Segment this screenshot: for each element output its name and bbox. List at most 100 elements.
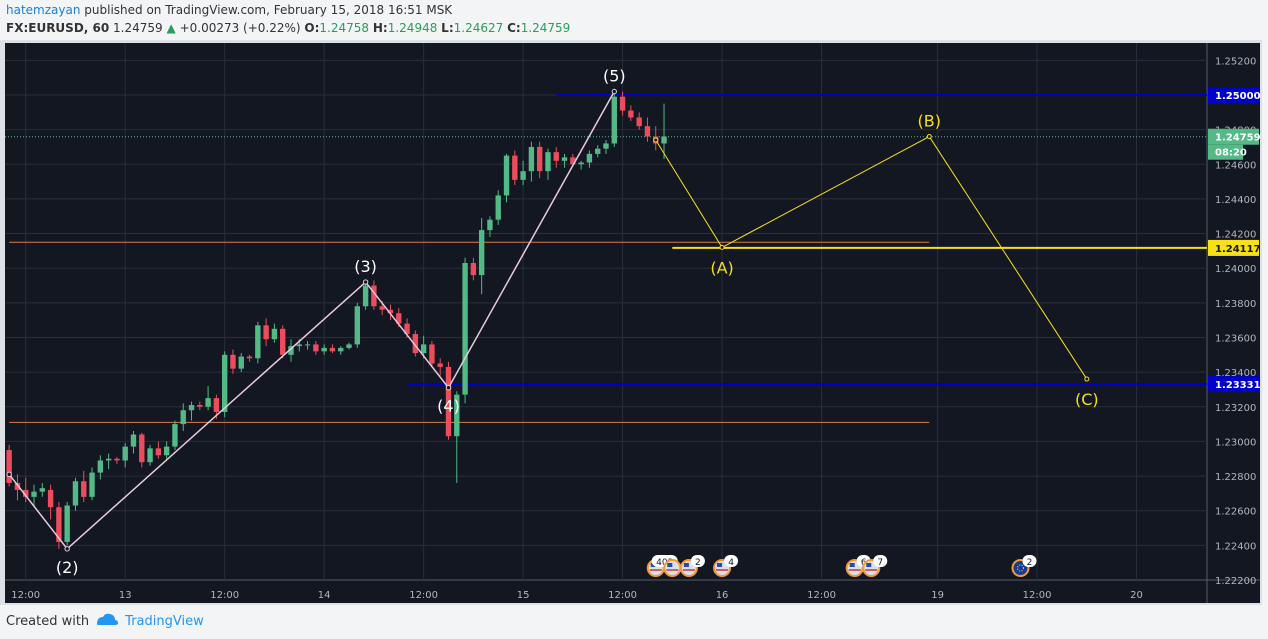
price-tag-level: 1.24117 (1215, 244, 1261, 255)
candle-body (536, 146, 543, 172)
candle-body (412, 334, 419, 354)
candle-body (89, 472, 95, 497)
candle-body (470, 262, 477, 276)
candle-body (346, 344, 352, 348)
candle-body (644, 126, 651, 137)
event-count: 2 (695, 558, 701, 568)
y-tick-label: 1.23800 (1215, 299, 1256, 310)
us-flag-canton (683, 563, 689, 567)
candle-body (97, 460, 104, 473)
eu-flag-stars (1016, 564, 1024, 572)
x-tick-label: 13 (119, 590, 132, 601)
price-scale (1207, 43, 1260, 580)
event-count: 2 (1027, 558, 1033, 568)
x-tick-label: 12:00 (608, 590, 637, 601)
candle-body (246, 356, 253, 359)
wave-point (362, 279, 369, 285)
y-tick-label: 1.25200 (1215, 56, 1256, 67)
candle-body (445, 366, 452, 437)
created-with-text: Created with (6, 613, 90, 629)
candle-body (611, 96, 617, 144)
candle-body (387, 309, 394, 314)
wave-point (611, 88, 617, 95)
projection-point (653, 137, 659, 143)
candle-body (362, 285, 369, 307)
x-tick-label: 12:00 (210, 590, 239, 601)
candle-body (545, 152, 551, 172)
candle-body (14, 482, 21, 490)
candle-body (528, 146, 535, 172)
candle-body (81, 481, 87, 497)
candle-body (205, 398, 211, 407)
wave-point (445, 385, 452, 391)
candle-body (586, 153, 593, 163)
y-tick-label: 1.24600 (1215, 160, 1256, 171)
candle-body (420, 344, 427, 354)
wave-point (6, 471, 12, 478)
us-flag-canton (866, 563, 872, 567)
projection-line (655, 135, 1088, 380)
x-tick-label: 12:00 (1023, 590, 1052, 601)
footer: Created with TradingView (6, 612, 204, 630)
wave-point (64, 546, 70, 552)
wave-label: (4) (437, 397, 460, 416)
candle-body (263, 325, 269, 340)
y-tick-label: 1.22600 (1215, 507, 1256, 518)
y-tick-label: 1.23400 (1215, 368, 1256, 379)
candle-body (280, 328, 286, 355)
y-tick-label: 1.23600 (1215, 333, 1256, 344)
candle-body (172, 424, 178, 447)
candle-body (619, 96, 626, 111)
candle-body (188, 405, 195, 411)
us-flag-canton (849, 563, 855, 567)
close-value: 1.24759 (520, 21, 571, 35)
candle-body (429, 344, 435, 364)
projection-point (719, 244, 725, 250)
event-count: 403 (656, 558, 673, 568)
countdown-bg (1208, 144, 1243, 160)
us-flag-canton (717, 563, 723, 567)
candle-body (553, 152, 559, 161)
candle-body (230, 354, 236, 369)
x-tick-label: 12:00 (11, 590, 40, 601)
author-link[interactable]: hatemzayan (6, 3, 81, 17)
symbol-legend: FX:EURUSD, 60 1.24759 ▲ +0.00273 (+0.22%… (6, 21, 570, 35)
tradingview-logo-icon[interactable] (95, 612, 119, 630)
candle-body (329, 347, 336, 352)
candle-body (72, 481, 79, 506)
candle-body (296, 344, 302, 347)
candle-body (661, 136, 667, 144)
tradingview-brand[interactable]: TradingView (125, 613, 204, 629)
x-tick-label: 19 (931, 590, 944, 601)
candle-body (155, 448, 162, 456)
candle-body (454, 394, 460, 437)
price-tag-level-bg (1208, 376, 1259, 393)
candle-body (396, 313, 402, 324)
publish-info: hatemzayan published on TradingView.com,… (6, 3, 452, 17)
high-label: H: (372, 21, 388, 35)
candle-body (462, 262, 468, 395)
candle-body (478, 230, 485, 276)
event-count-badge (690, 555, 705, 567)
price-tag-last-bg (1208, 128, 1259, 145)
candle-body (197, 405, 203, 407)
candle-body (147, 448, 153, 463)
candle-body (39, 488, 45, 492)
x-tick-label: 20 (1130, 590, 1143, 601)
y-tick-label: 1.24200 (1215, 230, 1256, 241)
candle-body (31, 491, 37, 497)
event-count-badge (1022, 555, 1037, 567)
candle-body (114, 458, 120, 461)
event-count-badge (724, 555, 739, 567)
candle-body (371, 285, 377, 307)
candle-body (288, 346, 294, 355)
us-flag-canton (667, 563, 673, 567)
symbol-name[interactable]: FX:EURUSD, 60 (6, 21, 110, 35)
candle-body (495, 195, 501, 220)
price-chart[interactable]: 1.252001.250001.248001.246001.244001.242… (0, 40, 1262, 605)
published-text: published on TradingView.com, February 1… (84, 3, 453, 17)
price-tag-level-bg (1208, 86, 1259, 103)
y-tick-label: 1.22400 (1215, 541, 1256, 552)
projection-label: (B) (918, 112, 941, 131)
candle-body (503, 155, 510, 196)
